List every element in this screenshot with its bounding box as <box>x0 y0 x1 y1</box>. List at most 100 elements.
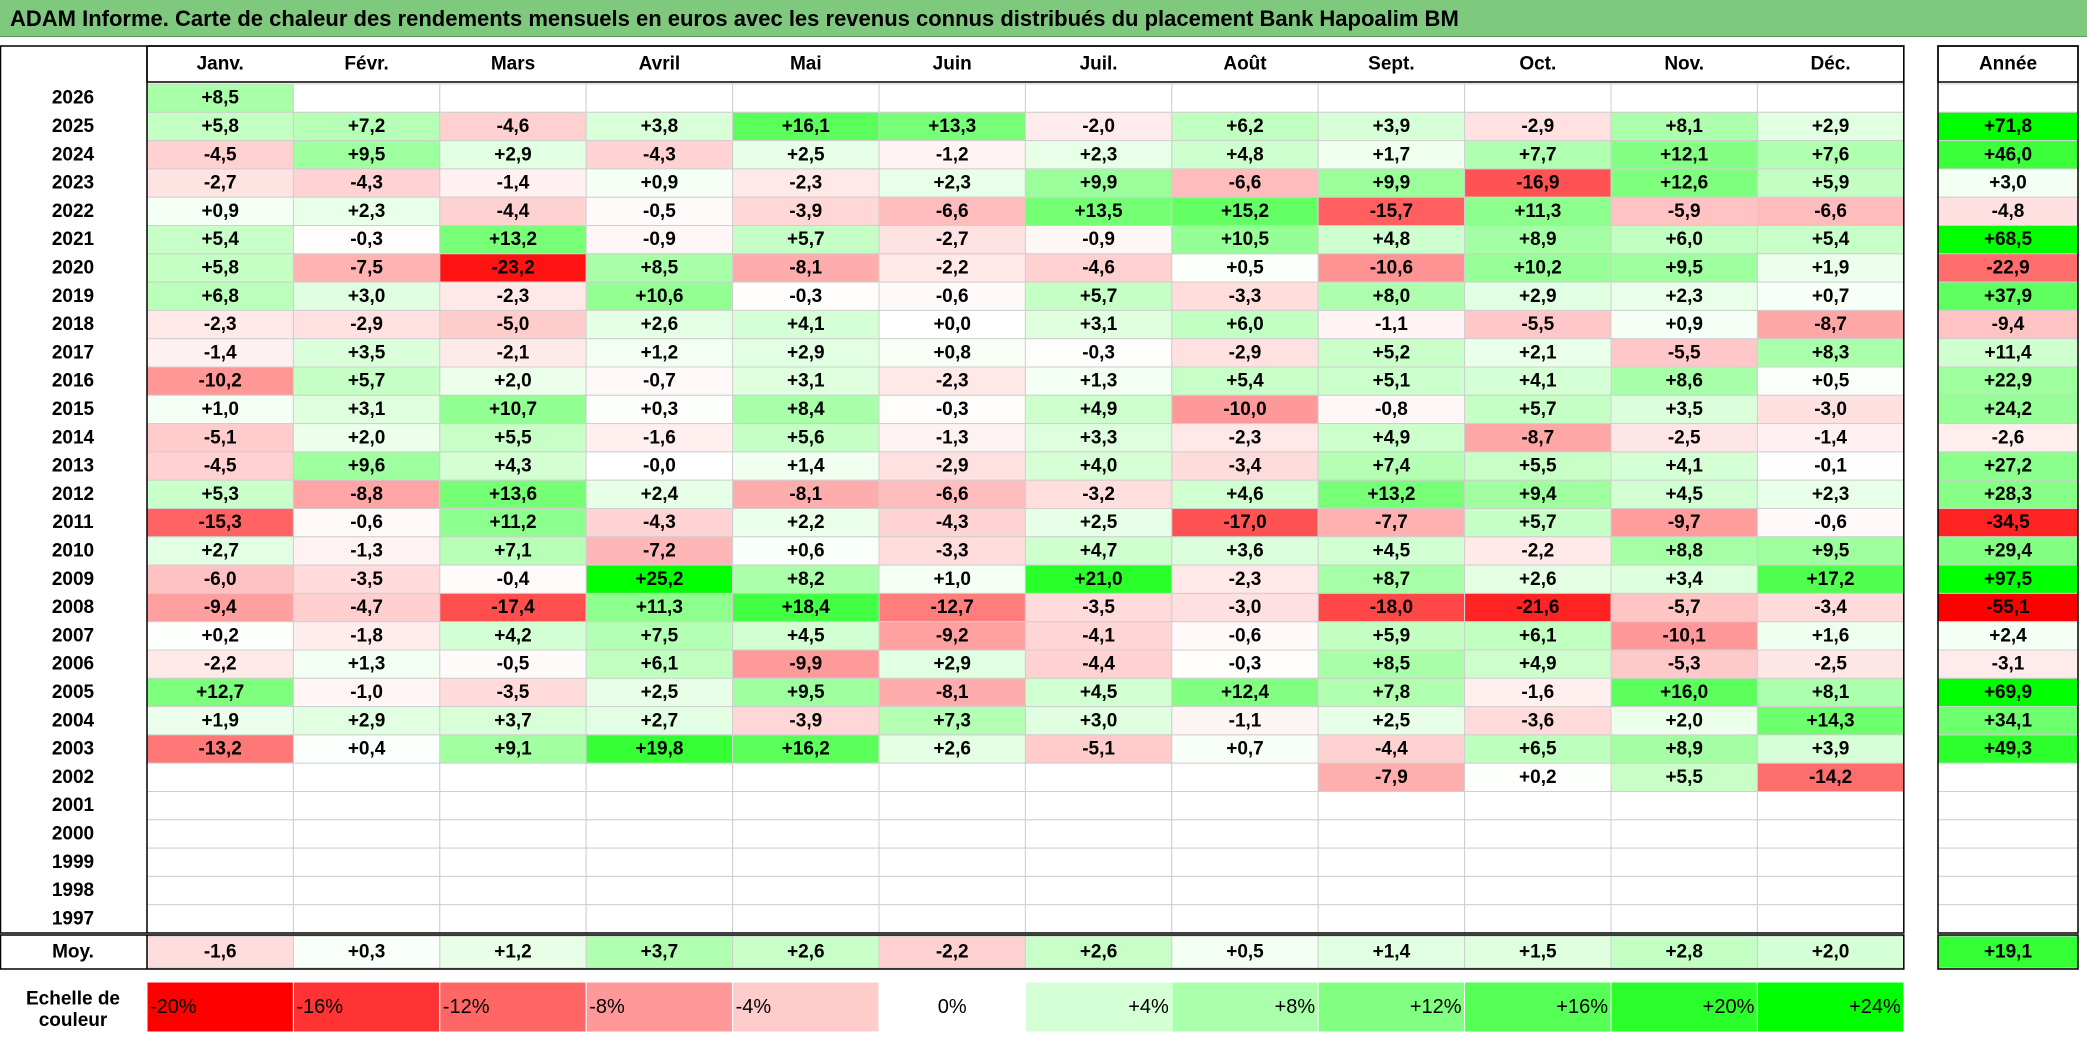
cell-value: -3,3 <box>936 540 969 561</box>
heatmap-cell <box>292 508 441 538</box>
heatmap-cell <box>1171 649 1319 679</box>
year-label: 2006 <box>52 654 94 675</box>
cell-value: +4,5 <box>1080 682 1118 703</box>
year-label: 2023 <box>52 173 94 194</box>
heatmap-cell <box>439 83 587 113</box>
cell-value: -2,2 <box>1521 540 1554 561</box>
heatmap-cell <box>439 847 587 877</box>
cell-value: +16,2 <box>782 739 830 760</box>
heatmap-cell <box>732 819 880 849</box>
cell-value: +5,9 <box>1373 625 1411 646</box>
heatmap-cell <box>1464 281 1612 311</box>
heatmap-cell <box>1171 83 1319 113</box>
heatmap-cell <box>439 451 587 481</box>
annual-cell <box>1937 847 2079 877</box>
cell-value: -0,9 <box>1082 229 1115 250</box>
year-label: 2016 <box>52 371 94 392</box>
heatmap-cell <box>1610 649 1758 679</box>
cell-value: -2,3 <box>497 286 530 307</box>
color-scale-swatch <box>146 981 294 1033</box>
heatmap-cell <box>1756 394 1905 425</box>
heatmap-cell <box>1756 196 1905 226</box>
heatmap-cell <box>1610 706 1758 736</box>
heatmap-cell <box>1024 904 1173 934</box>
cell-value: -12,7 <box>931 597 974 618</box>
heatmap-cell <box>1610 508 1758 538</box>
cell-value: +5,7 <box>1080 286 1118 307</box>
cell-value: -1,6 <box>1521 682 1554 703</box>
heatmap-cell <box>732 904 880 934</box>
cell-value: +0,2 <box>201 625 239 646</box>
annual-value: +3,0 <box>1989 173 2027 194</box>
heatmap-cell <box>878 83 1026 113</box>
cell-value: -4,4 <box>1375 739 1408 760</box>
heatmap-cell <box>146 423 294 453</box>
heatmap-cell <box>585 366 734 396</box>
heatmap-cell <box>1024 451 1173 481</box>
cell-value: +13,2 <box>489 229 537 250</box>
heatmap-cell <box>878 140 1026 170</box>
cell-value: -4,4 <box>497 201 530 222</box>
cell-value: +6,5 <box>1519 739 1557 760</box>
average-value: +2,8 <box>1665 942 1703 963</box>
color-scale-swatch <box>1610 981 1758 1033</box>
heatmap-cell <box>292 592 441 623</box>
heatmap-cell <box>1756 309 1905 340</box>
heatmap-cell <box>1317 706 1466 736</box>
heatmap-cell <box>146 904 294 934</box>
cell-value: -13,2 <box>199 739 242 760</box>
heatmap-cell <box>1756 791 1905 821</box>
heatmap-cell <box>439 309 587 340</box>
heatmap-cell <box>1464 196 1612 226</box>
cell-value: +2,9 <box>1812 116 1850 137</box>
average-value: +3,7 <box>641 942 679 963</box>
heatmap-cell <box>585 847 734 877</box>
table-borders <box>0 45 2079 970</box>
cell-value: +0,6 <box>787 540 825 561</box>
cell-value: +3,5 <box>348 342 386 363</box>
cell-value: +5,4 <box>1812 229 1850 250</box>
heatmap-cell <box>1464 819 1612 849</box>
heatmap-cell <box>878 621 1026 651</box>
cell-value: +3,7 <box>494 710 532 731</box>
heatmap-cell <box>1464 706 1612 736</box>
heatmap-cell <box>1464 508 1612 538</box>
annual-value: +37,9 <box>1984 286 2032 307</box>
cell-value: -2,9 <box>1521 116 1554 137</box>
year-label: 2021 <box>52 229 95 250</box>
heatmap-cell <box>1756 83 1905 113</box>
cell-value: +8,3 <box>1812 342 1850 363</box>
heatmap-cell <box>585 451 734 481</box>
heatmap-cell <box>585 338 734 368</box>
annual-cell <box>1937 168 2079 198</box>
average-cell <box>1464 935 1612 969</box>
heatmap-cell <box>1317 875 1466 906</box>
cell-value: +13,2 <box>1367 484 1415 505</box>
cell-value: -3,5 <box>497 682 530 703</box>
heatmap-cell <box>732 508 880 538</box>
heatmap-cell <box>292 904 441 934</box>
heatmap-cell <box>292 225 441 255</box>
cell-value: +0,9 <box>641 173 679 194</box>
cell-value: +7,2 <box>348 116 386 137</box>
cell-value: -10,0 <box>1223 399 1266 420</box>
cell-value: -2,3 <box>936 371 969 392</box>
cell-value: -4,3 <box>643 144 676 165</box>
heatmap-cell <box>878 791 1026 821</box>
average-value: +0,3 <box>348 942 386 963</box>
heatmap-cell <box>1171 706 1319 736</box>
annual-value: +69,9 <box>1984 682 2032 703</box>
color-scale-swatch <box>585 981 734 1033</box>
heatmap-cell <box>585 394 734 425</box>
cell-value: +1,6 <box>1812 625 1850 646</box>
cell-value: +9,9 <box>1373 173 1411 194</box>
heatmap-cell <box>1317 111 1466 142</box>
cell-value: -8,1 <box>936 682 969 703</box>
cell-value: +7,6 <box>1812 144 1850 165</box>
cell-value: +7,7 <box>1519 144 1557 165</box>
cell-value: +10,5 <box>1221 229 1270 250</box>
cell-value: +15,2 <box>1221 201 1269 222</box>
cell-value: -2,7 <box>936 229 969 250</box>
cell-value: +2,6 <box>641 314 679 335</box>
heatmap-cell <box>1317 140 1466 170</box>
